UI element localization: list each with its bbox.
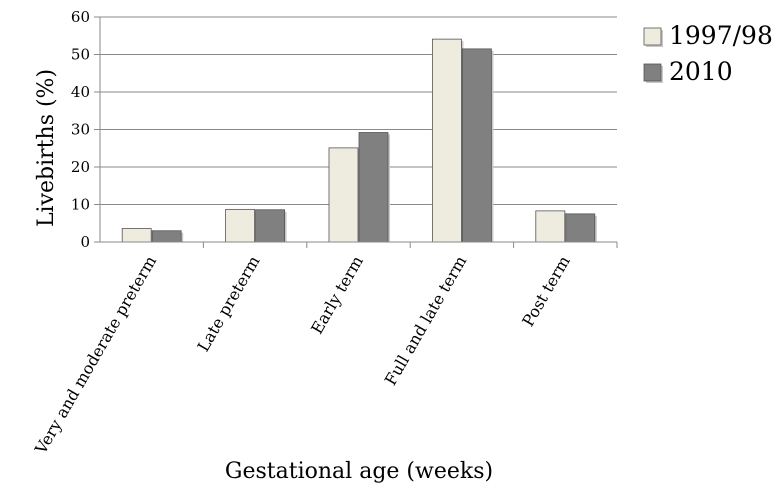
- bar-2010-3: [358, 132, 389, 243]
- x-tick-labels: Very and moderate preterm Late preterm Ear…: [31, 253, 574, 458]
- y-tick-label: 50: [71, 46, 90, 64]
- bar-2010-1: [151, 230, 182, 243]
- x-tick-label: Late preterm: [193, 253, 263, 355]
- legend-label: 1997/98: [669, 21, 773, 50]
- y-tick-label: 40: [71, 83, 90, 101]
- axes: [94, 16, 618, 248]
- bar-199798-1: [121, 228, 152, 243]
- y-axis-title: Livebirths (%): [34, 69, 59, 227]
- y-tick-label: 20: [71, 158, 90, 176]
- gridlines: [100, 16, 617, 205]
- x-tick-label: Post term: [518, 253, 574, 330]
- bar-2010-2: [255, 209, 286, 243]
- bar-199798-4: [431, 38, 462, 243]
- x-tick-label: Early term: [307, 253, 367, 338]
- bars: [121, 38, 597, 243]
- legend-label: 2010: [669, 57, 733, 86]
- y-tick-label: 60: [71, 8, 90, 26]
- bar-2010-4: [461, 48, 492, 243]
- y-tick-label: 0: [80, 233, 90, 251]
- y-tick-label: 30: [71, 121, 90, 139]
- bar-199798-5: [535, 210, 566, 243]
- x-tick-label: Full and late term: [381, 253, 471, 389]
- x-tick-label: Very and moderate preterm: [31, 253, 161, 458]
- legend-swatch: [643, 63, 662, 82]
- y-tick-label: 10: [71, 196, 90, 214]
- bar-2010-5: [565, 213, 596, 243]
- legend: 1997/98 2010: [643, 21, 773, 86]
- y-tick-labels: 0 10 20 30 40 50 60: [71, 8, 90, 251]
- bar-199798-3: [328, 147, 359, 243]
- x-axis-title: Gestational age (weeks): [225, 459, 493, 484]
- legend-swatch: [643, 27, 662, 46]
- bar-199798-2: [225, 208, 256, 243]
